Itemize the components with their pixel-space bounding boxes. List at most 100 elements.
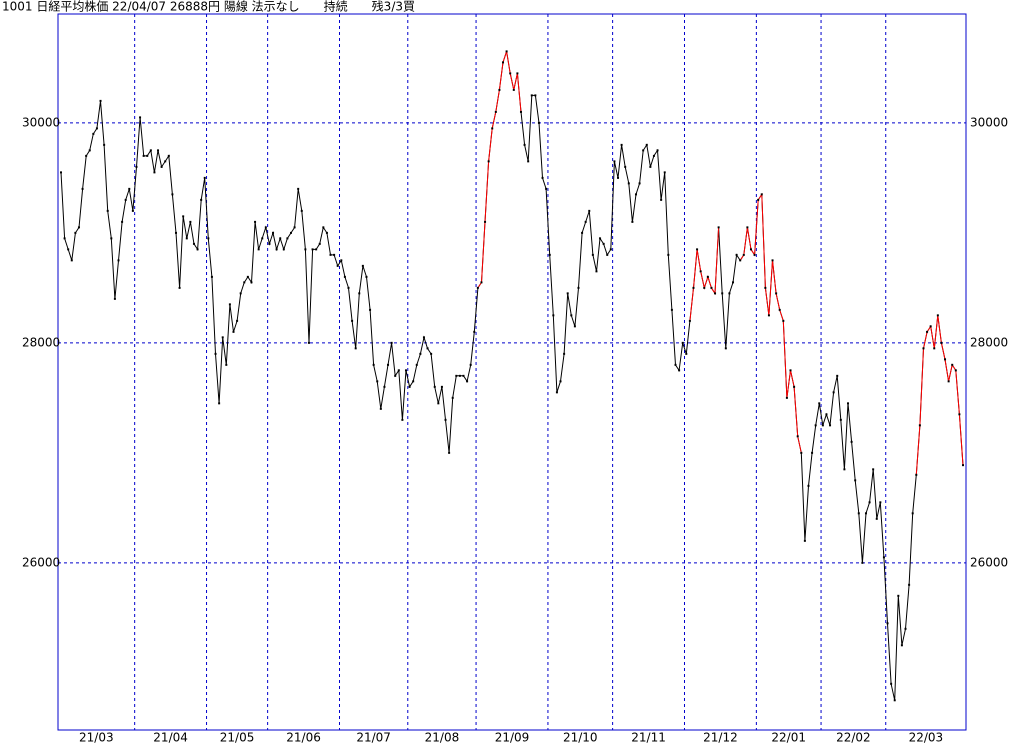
price-dot bbox=[563, 352, 566, 355]
price-dot bbox=[110, 237, 113, 240]
price-dot bbox=[645, 143, 648, 146]
price-dot bbox=[832, 391, 835, 394]
price-dot bbox=[139, 116, 142, 119]
price-dot bbox=[890, 682, 893, 685]
price-dot bbox=[620, 143, 623, 146]
price-dot bbox=[397, 369, 400, 372]
price-dot bbox=[351, 319, 354, 322]
price-dot bbox=[196, 248, 199, 251]
price-dot bbox=[929, 325, 932, 328]
price-dot bbox=[210, 275, 213, 278]
price-dot bbox=[128, 187, 131, 190]
x-tick-label: 21/11 bbox=[631, 731, 666, 745]
x-tick-label: 21/05 bbox=[220, 731, 255, 745]
price-dot bbox=[476, 286, 479, 289]
price-dot bbox=[749, 248, 752, 251]
price-dot bbox=[523, 143, 526, 146]
price-dot bbox=[293, 226, 296, 229]
price-dot bbox=[803, 539, 806, 542]
y-tick-label-right: 28000 bbox=[970, 335, 1008, 349]
price-dot bbox=[254, 220, 257, 223]
price-dot bbox=[868, 501, 871, 504]
price-dot bbox=[958, 413, 961, 416]
price-dot bbox=[789, 369, 792, 372]
price-dot bbox=[829, 424, 832, 427]
price-dot bbox=[717, 226, 720, 229]
price-dot bbox=[81, 187, 84, 190]
price-dot bbox=[922, 347, 925, 350]
plot-frame bbox=[57, 13, 967, 731]
price-dot bbox=[911, 512, 914, 515]
price-dot bbox=[236, 319, 239, 322]
price-dot bbox=[940, 341, 943, 344]
price-dot bbox=[394, 374, 397, 377]
price-dot bbox=[674, 363, 677, 366]
price-dot bbox=[358, 292, 361, 295]
price-dot bbox=[404, 369, 407, 372]
price-dot bbox=[372, 363, 375, 366]
price-dot bbox=[947, 380, 950, 383]
price-dot bbox=[746, 226, 749, 229]
price-dot bbox=[739, 259, 742, 262]
price-dot bbox=[566, 292, 569, 295]
price-dot bbox=[246, 275, 249, 278]
price-dot bbox=[458, 374, 461, 377]
price-dot bbox=[300, 209, 303, 212]
price-dot bbox=[243, 281, 246, 284]
price-dot bbox=[408, 385, 411, 388]
price-dot bbox=[545, 187, 548, 190]
price-dot bbox=[484, 220, 487, 223]
price-dot bbox=[401, 418, 404, 421]
price-dot bbox=[796, 435, 799, 438]
chart-title: 1001 日経平均株価 22/04/07 26888円 陽線 法示なし 持続 残… bbox=[2, 0, 415, 14]
price-dot bbox=[433, 385, 436, 388]
price-dot bbox=[864, 512, 867, 515]
price-dot bbox=[692, 286, 695, 289]
price-dot bbox=[466, 380, 469, 383]
x-tick-label: 22/01 bbox=[771, 731, 806, 745]
price-dot bbox=[387, 363, 390, 366]
price-dot bbox=[872, 468, 875, 471]
price-dot bbox=[710, 286, 713, 289]
price-dot bbox=[480, 281, 483, 284]
price-dot bbox=[415, 363, 418, 366]
price-dot bbox=[649, 165, 652, 168]
price-dot bbox=[77, 226, 80, 229]
price-dot bbox=[918, 424, 921, 427]
price-dot bbox=[354, 347, 357, 350]
price-dot bbox=[818, 402, 821, 405]
price-dot bbox=[146, 154, 149, 157]
price-dot bbox=[577, 286, 580, 289]
price-dot bbox=[814, 424, 817, 427]
price-dot bbox=[451, 396, 454, 399]
price-dot bbox=[311, 248, 314, 251]
price-dot bbox=[703, 286, 706, 289]
price-dot bbox=[272, 231, 275, 234]
price-dot bbox=[793, 385, 796, 388]
price-dot bbox=[875, 517, 878, 520]
price-dot bbox=[527, 160, 530, 163]
price-dot bbox=[498, 88, 501, 91]
price-dot bbox=[426, 347, 429, 350]
price-dot bbox=[606, 253, 609, 256]
price-dot bbox=[95, 127, 98, 130]
price-dot bbox=[383, 385, 386, 388]
price-dot bbox=[595, 270, 598, 273]
price-dot bbox=[149, 149, 152, 152]
price-dot bbox=[904, 627, 907, 630]
price-dot bbox=[724, 347, 727, 350]
price-dot bbox=[900, 644, 903, 647]
price-dot bbox=[494, 110, 497, 113]
price-dot bbox=[440, 385, 443, 388]
price-dot bbox=[613, 160, 616, 163]
price-dot bbox=[753, 253, 756, 256]
price-dot bbox=[286, 237, 289, 240]
price-dot bbox=[369, 308, 372, 311]
price-dot bbox=[430, 352, 433, 355]
price-dot bbox=[559, 380, 562, 383]
price-dot bbox=[157, 149, 160, 152]
price-dot bbox=[847, 402, 850, 405]
price-dot bbox=[228, 303, 231, 306]
price-dot bbox=[60, 171, 62, 174]
price-dot bbox=[509, 72, 512, 75]
